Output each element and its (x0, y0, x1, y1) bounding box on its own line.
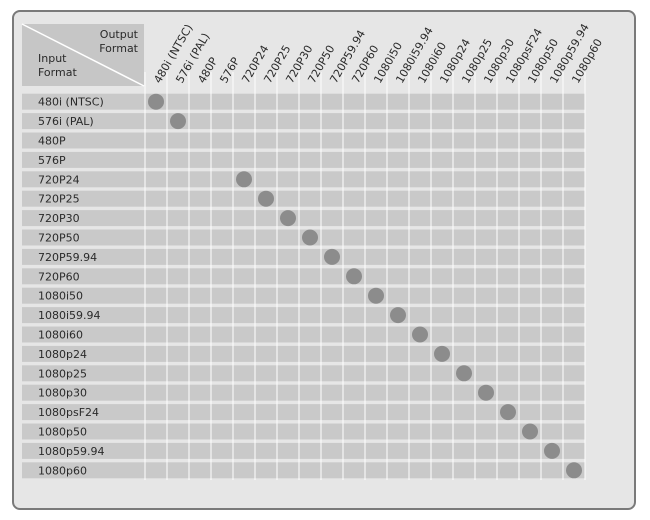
input-format-label: 720P50 (38, 232, 80, 245)
row-band (22, 268, 585, 285)
supported-conversion-dot (258, 190, 274, 207)
input-format-label: 720P25 (38, 193, 80, 206)
supported-conversion-dot (544, 442, 560, 459)
input-format-label-line2: Format (38, 66, 77, 79)
input-format-label: 480P (38, 135, 66, 148)
row-band (22, 151, 585, 168)
input-format-label: 1080p30 (38, 387, 87, 400)
supported-conversion-dot (346, 268, 362, 285)
input-format-label: 1080i50 (38, 290, 83, 303)
supported-conversion-dot (522, 423, 538, 440)
supported-conversion-dot (280, 210, 296, 227)
input-format-label: 720P30 (38, 212, 80, 225)
row-band (22, 462, 585, 479)
row-band (22, 307, 585, 324)
supported-conversion-dot (566, 462, 582, 479)
input-format-label: 480i (NTSC) (38, 96, 104, 109)
row-band (22, 365, 585, 382)
supported-conversion-dot (456, 365, 472, 382)
supported-conversion-dot (302, 229, 318, 246)
input-format-label: 576i (PAL) (38, 115, 94, 128)
row-band (22, 248, 585, 265)
input-format-label: 1080i59.94 (38, 309, 101, 322)
row-band (22, 171, 585, 188)
input-format-labels: 480i (NTSC) 576i (PAL) 480P 576P 720P24 720P2… (38, 96, 104, 478)
row-band (22, 210, 585, 227)
output-format-labels: 480i (NTSC)576i (PAL)480P576P720P24720P2… (151, 21, 605, 85)
supported-conversion-dot (412, 326, 428, 343)
corner-header: Output Format Input Format (21, 23, 145, 87)
supported-conversion-dot (148, 93, 164, 110)
row-band (22, 287, 585, 304)
input-format-label: 1080psF24 (38, 406, 99, 419)
supported-conversion-dot (324, 248, 340, 265)
supported-conversion-dots (148, 93, 582, 479)
row-band (22, 132, 585, 149)
format-matrix-panel: Output Format Input Format 480i (NTSC) 57… (12, 10, 636, 510)
row-band (22, 326, 585, 343)
row-band (22, 442, 585, 459)
row-band (22, 93, 585, 110)
supported-conversion-dot (170, 113, 186, 130)
supported-conversion-dot (236, 171, 252, 188)
column-gridlines (144, 72, 586, 480)
supported-conversion-dot (390, 307, 406, 324)
input-format-label: 1080p60 (38, 464, 87, 477)
supported-conversion-dot (368, 287, 384, 304)
row-band (22, 190, 585, 207)
format-matrix: Output Format Input Format 480i (NTSC) 57… (21, 21, 605, 480)
output-format-label: 576P (217, 55, 242, 86)
row-bands (22, 93, 585, 479)
input-format-label: 1080p24 (38, 348, 87, 361)
input-format-label: 576P (38, 154, 66, 167)
input-format-label: 1080p25 (38, 367, 87, 380)
input-format-label: 1080p59.94 (38, 445, 104, 458)
input-format-label: 720P60 (38, 270, 80, 283)
corner-divider (21, 23, 145, 87)
input-format-label: 1080p50 (38, 426, 87, 439)
supported-conversion-dot (434, 345, 450, 362)
output-format-label-line1: Output (100, 28, 139, 41)
input-format-label: 1080i60 (38, 329, 83, 342)
row-band (22, 384, 585, 401)
supported-conversion-dot (478, 384, 494, 401)
row-band (22, 345, 585, 362)
row-band (22, 113, 585, 130)
input-format-label-line1: Input (38, 52, 67, 65)
input-format-label: 720P59.94 (38, 251, 97, 264)
supported-conversion-dot (500, 404, 516, 421)
output-format-label-line2: Format (99, 42, 138, 55)
row-band (22, 404, 585, 421)
row-band (22, 423, 585, 440)
input-format-label: 720P24 (38, 173, 80, 186)
